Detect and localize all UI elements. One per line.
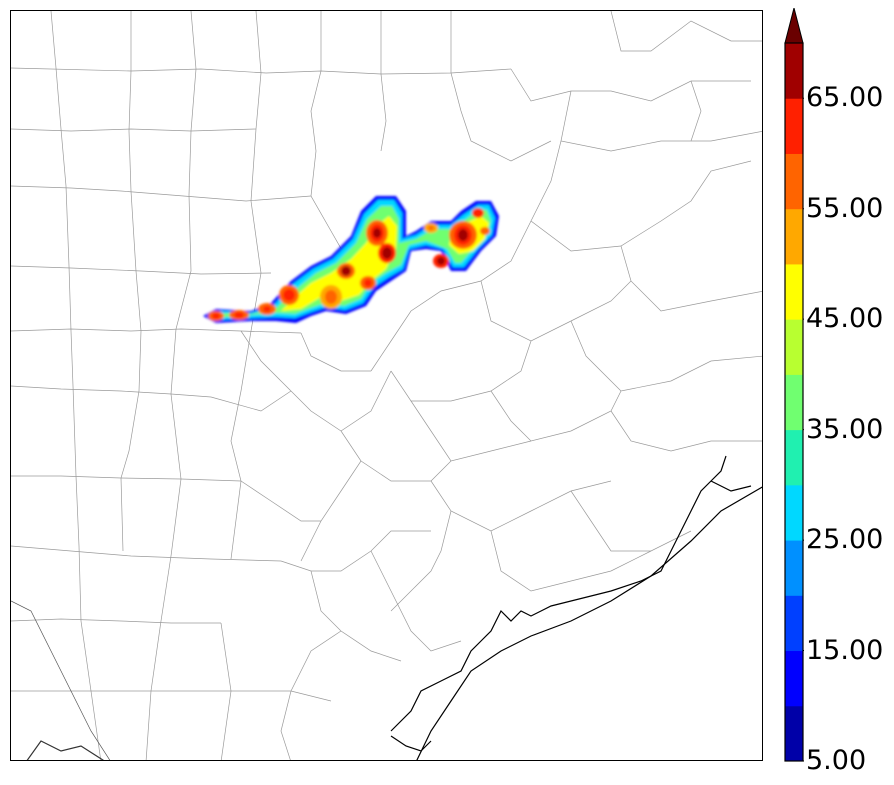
colorbar-tick-label: 45.00 <box>806 303 884 335</box>
colorbar-swatch <box>785 484 803 541</box>
colorbar <box>784 8 804 762</box>
county-boundaries <box>11 11 762 760</box>
colorbar-tick-label: 5.00 <box>806 745 867 776</box>
colorbar-swatch <box>785 263 803 320</box>
colorbar-swatch <box>785 374 803 431</box>
radar-map <box>11 11 762 760</box>
colorbar-swatch <box>785 319 803 375</box>
colorbar-tick-label: 25.00 <box>806 524 884 556</box>
colorbar-swatch <box>785 595 803 652</box>
colorbar-tick-label: 65.00 <box>806 82 884 114</box>
map-panel <box>10 10 763 761</box>
colorbar-swatch <box>785 650 803 707</box>
colorbar-swatch <box>785 429 803 486</box>
colorbar-outline <box>784 42 804 762</box>
colorbar-extend-triangle <box>784 8 804 44</box>
colorbar-swatch <box>785 43 803 99</box>
colorbar-swatch <box>785 540 803 596</box>
colorbar-tick-label: 35.00 <box>806 413 884 445</box>
coastline <box>26 455 762 760</box>
colorbar-tick-label: 15.00 <box>806 634 884 666</box>
colorbar-tick-label: 55.00 <box>806 192 884 224</box>
reflectivity-echoes <box>203 196 499 323</box>
colorbar-swatches <box>785 43 803 762</box>
colorbar-swatch <box>785 208 803 265</box>
colorbar-swatch <box>785 705 803 762</box>
colorbar-tick-marks <box>803 97 804 762</box>
colorbar-swatch <box>785 98 803 154</box>
colorbar-swatch <box>785 153 803 210</box>
